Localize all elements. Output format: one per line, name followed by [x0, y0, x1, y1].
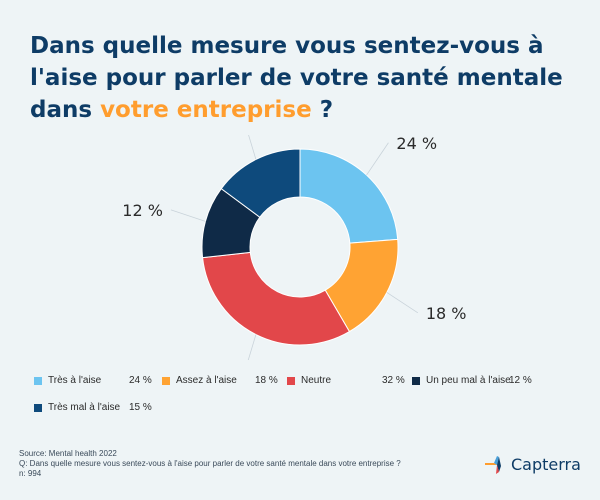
legend-label: Très mal à l'aise — [48, 402, 121, 413]
label-leader-1 — [386, 292, 419, 314]
legend-item-tres-mal-a-laise: Très mal à l'aise — [34, 402, 120, 413]
value-label-1: 18 % — [426, 304, 467, 323]
legend-swatch — [162, 376, 170, 385]
title-line-3-suffix: ? — [311, 97, 334, 123]
legend-label: Neutre — [301, 375, 332, 386]
legend-item-tres-a-laise: Très à l'aise — [34, 375, 101, 386]
footer-source: Source: Mental health 2022 — [19, 449, 117, 458]
legend-label: Assez à l'aise — [176, 375, 237, 386]
value-label-0: 24 % — [396, 135, 437, 153]
label-leader-0 — [366, 142, 389, 176]
title-line-1: Dans quelle mesure vous sentez-vous à — [30, 33, 544, 59]
title-line-2: l'aise pour parler de votre santé mental… — [30, 65, 563, 91]
legend-swatch — [412, 376, 420, 385]
legend-item-neutre: Neutre — [287, 375, 331, 386]
chart-title: Dans quelle mesure vous sentez-vous à l'… — [30, 30, 575, 126]
legend-value: 15 % — [129, 402, 152, 413]
legend-label: Très à l'aise — [48, 375, 102, 386]
capterra-wordmark: Capterra — [511, 455, 581, 474]
legend-swatch — [34, 376, 42, 385]
donut-slice-2 — [202, 251, 351, 346]
footer-notes: Source: Mental health 2022 Q: Dans quell… — [19, 449, 401, 479]
title-accent: votre entreprise — [100, 97, 312, 123]
legend-value: 12 % — [509, 375, 532, 386]
donut-chart: 24 %18 %32 %12 %15 % — [122, 135, 467, 360]
legend-label: Un peu mal à l'aise — [426, 375, 511, 386]
legend-value: 32 % — [382, 375, 405, 386]
donut-slice-0 — [299, 148, 399, 244]
label-leader-2 — [247, 334, 257, 360]
value-label-3: 12 % — [122, 201, 163, 220]
title-line-3-prefix: dans — [30, 97, 101, 123]
label-leader-4 — [248, 135, 257, 160]
legend-value: 24 % — [129, 375, 152, 386]
capterra-logo-icon — [485, 455, 501, 474]
legend-swatch — [34, 403, 42, 412]
footer-sample-size: n: 994 — [19, 469, 42, 478]
legend-value: 18 % — [255, 375, 278, 386]
legend-item-assez-a-laise: Assez à l'aise — [162, 375, 237, 386]
legend-item-un-peu-mal-a-laise: Un peu mal à l'aise — [412, 375, 511, 386]
legend-swatch — [287, 376, 295, 385]
footer-question: Q: Dans quelle mesure vous sentez-vous à… — [19, 459, 401, 468]
capterra-logo: Capterra — [485, 455, 581, 474]
label-leader-3 — [170, 209, 206, 222]
donut-slice-4 — [220, 148, 301, 218]
